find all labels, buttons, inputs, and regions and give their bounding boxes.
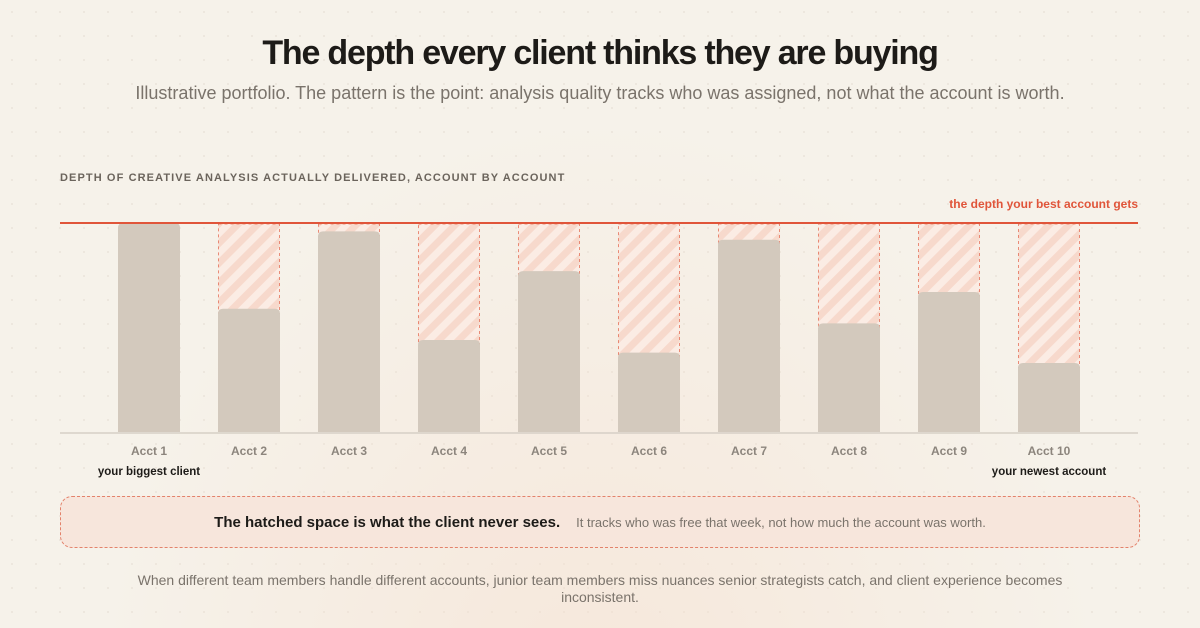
- gap-hatch-2: [218, 223, 280, 315]
- page-title: The depth every client thinks they are b…: [262, 34, 938, 72]
- bar-1: [118, 223, 180, 432]
- gap-hatch-10: [1018, 223, 1080, 369]
- x-tick-label: Acct 9: [931, 444, 967, 458]
- x-tick-label: Acct 5: [531, 444, 567, 458]
- x-tick-label: Acct 8: [831, 444, 867, 458]
- x-tick-label: Acct 7: [731, 444, 767, 458]
- footer-text: When different team members handle diffe…: [137, 572, 1063, 605]
- bar-6: [618, 352, 680, 432]
- reference-line-label: the depth your best account gets: [949, 197, 1138, 211]
- callout-headline: The hatched space is what the client nev…: [214, 513, 561, 531]
- callout-detail: It tracks who was free that week, not ho…: [576, 514, 986, 530]
- gap-hatch-8: [818, 223, 880, 329]
- bar-4: [418, 340, 480, 432]
- bar-chart: the depth your best account gets Acct 1 A…: [60, 197, 1138, 478]
- bar-7: [718, 239, 780, 432]
- x-tick-label: Acct 4: [431, 444, 467, 458]
- x-tick-label: Acct 2: [231, 444, 267, 458]
- gap-hatch-5: [518, 223, 580, 277]
- bar-3: [318, 231, 380, 432]
- callout-box: The hatched space is what the client nev…: [60, 496, 1140, 548]
- chart-heading: DEPTH OF CREATIVE ANALYSIS ACTUALLY DELI…: [60, 172, 566, 184]
- bar-8: [818, 323, 880, 432]
- page-subtitle: Illustrative portfolio. The pattern is t…: [135, 83, 1065, 103]
- x-tick-label: Acct 1: [131, 444, 167, 458]
- x-tick-label: Acct 10: [1028, 444, 1071, 458]
- gap-hatch-4: [418, 223, 480, 346]
- category-note: your newest account: [992, 466, 1107, 478]
- bar-5: [518, 271, 580, 432]
- x-tick-label: Acct 3: [331, 444, 367, 458]
- gap-hatch-6: [618, 223, 680, 358]
- gap-hatch-9: [918, 223, 980, 298]
- bar-10: [1018, 363, 1080, 432]
- x-tick-label: Acct 6: [631, 444, 667, 458]
- category-note: your biggest client: [98, 466, 200, 478]
- bar-9: [918, 291, 980, 432]
- bar-2: [218, 308, 280, 432]
